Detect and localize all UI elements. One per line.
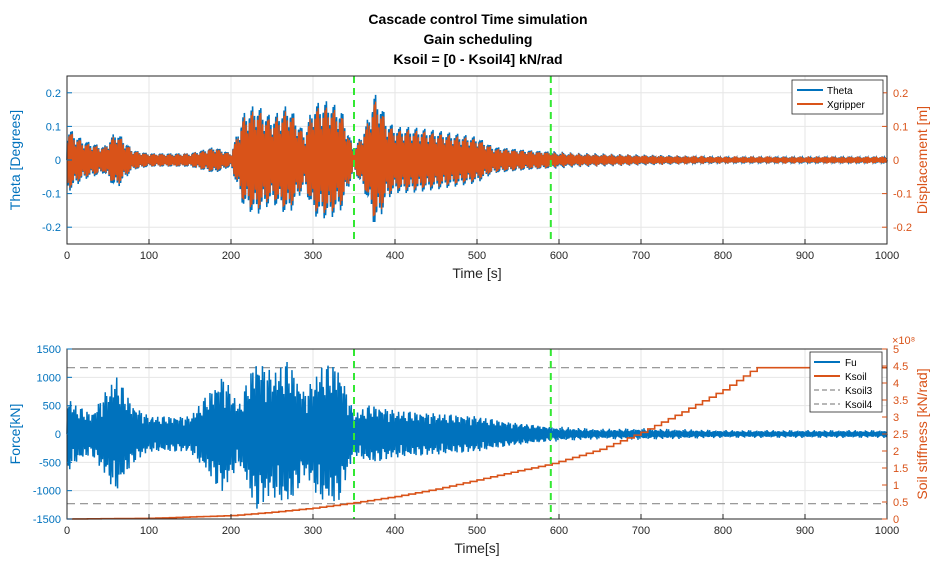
y-tick-label: -500 [39, 457, 61, 469]
series-ksoil-line [67, 366, 887, 520]
legend-label-ksoil3: Ksoil3 [845, 386, 873, 397]
y-right-tick-label: 0 [893, 155, 899, 167]
series-fu-line [66, 362, 888, 509]
top-legend-box [791, 79, 884, 115]
x-tick-label: 600 [550, 525, 568, 537]
chart-title-line-2: Gain scheduling [424, 31, 533, 47]
x-tick-label: 500 [468, 250, 486, 262]
chart-title-line-1: Cascade control Time simulation [368, 11, 587, 27]
y-right-tick-label: -0.2 [893, 222, 912, 234]
x-tick-label: 1000 [875, 525, 899, 537]
bottom-right-axis-exponent: ×10⁸ [892, 335, 915, 347]
top-legend: Theta Xgripper [791, 79, 884, 115]
y-tick-label: 0.2 [46, 88, 61, 100]
y-right-tick-label: 4.5 [893, 361, 908, 373]
legend-label-fu: Fu [845, 358, 857, 369]
x-tick-label: 900 [796, 525, 814, 537]
y-right-tick-label: 0.2 [893, 88, 908, 100]
top-series [66, 94, 888, 223]
x-tick-label: 800 [714, 525, 732, 537]
bottom-x-ticks: 0 100 200 300 400 500 600 700 800 900 1000 [64, 514, 899, 537]
bottom-legend-box [809, 351, 883, 413]
y-right-tick-label: 3 [893, 412, 899, 424]
legend-label-ksoil4: Ksoil4 [845, 400, 873, 411]
y-tick-label: 0.1 [46, 121, 61, 133]
top-plot: 0 100 200 300 400 500 600 700 800 900 1000 -0.2-0.… [7, 75, 930, 281]
bottom-series [66, 362, 888, 520]
x-tick-label: 100 [140, 250, 158, 262]
chart-title-line-3: Ksoil = [0 - Ksoil4] kN/rad [393, 51, 562, 67]
bottom-reference-lines [67, 367, 887, 505]
x-tick-label: 200 [222, 525, 240, 537]
bottom-plot: 0 100 200 300 400 500 600 700 800 900 1000 -1500-1… [7, 335, 930, 556]
y-tick-label: -1000 [33, 486, 61, 498]
top-y-ticks-right: -0.2 -0.1 0 0.1 0.2 [882, 88, 912, 234]
y-tick-label: -1500 [33, 514, 61, 526]
bottom-x-axis-label: Time[s] [454, 540, 499, 556]
y-tick-label: -0.2 [42, 222, 61, 234]
y-right-tick-label: 4 [893, 378, 899, 390]
y-right-tick-label: 0.1 [893, 121, 908, 133]
top-vlines [353, 76, 552, 244]
y-right-tick-label: 5 [893, 344, 899, 356]
x-tick-label: 300 [304, 250, 322, 262]
y-tick-label: -0.1 [42, 189, 61, 201]
y-tick-label: 1000 [37, 372, 61, 384]
x-tick-label: 500 [468, 525, 486, 537]
x-tick-label: 300 [304, 525, 322, 537]
y-right-tick-label: 0 [893, 514, 899, 526]
series-xgripper-line [66, 101, 888, 217]
top-x-axis-label: Time [s] [452, 265, 501, 281]
bottom-y-axis-label-right: Soil stiffness [kN/rad] [914, 368, 930, 499]
x-tick-label: 700 [632, 525, 650, 537]
x-tick-label: 900 [796, 250, 814, 262]
x-tick-label: 0 [64, 525, 70, 537]
y-right-tick-label: 0.5 [893, 497, 908, 509]
x-tick-label: 100 [140, 525, 158, 537]
y-tick-label: 1500 [37, 344, 61, 356]
y-right-tick-label: 3.5 [893, 395, 908, 407]
x-tick-label: 0 [64, 250, 70, 262]
x-tick-label: 400 [386, 250, 404, 262]
top-y-axis-label-right: Displacement [m] [914, 106, 930, 214]
legend-label-theta: Theta [827, 86, 853, 97]
y-right-tick-label: 1 [893, 480, 899, 492]
bottom-legend: Fu Ksoil Ksoil3 Ksoil4 [809, 351, 883, 413]
y-tick-label: 0 [55, 155, 61, 167]
top-y-ticks: -0.2 -0.1 0 0.1 0.2 [42, 88, 72, 234]
top-y-axis-label: Theta [Degrees] [7, 110, 23, 210]
legend-label-ksoil: Ksoil [845, 372, 867, 383]
x-tick-label: 400 [386, 525, 404, 537]
x-tick-label: 200 [222, 250, 240, 262]
x-tick-label: 700 [632, 250, 650, 262]
bottom-vlines [353, 349, 552, 519]
top-x-ticks: 0 100 200 300 400 500 600 700 800 900 1000 [64, 239, 899, 262]
bottom-y-ticks-right: 0 0.5 1 1.5 2 2.5 3 3.5 4 4.5 5 [882, 344, 908, 526]
y-right-tick-label: 2.5 [893, 429, 908, 441]
y-right-tick-label: 1.5 [893, 463, 908, 475]
bottom-y-axis-label: Force[kN] [7, 404, 23, 465]
legend-label-xgripper: Xgripper [827, 100, 865, 111]
y-tick-label: 0 [55, 429, 61, 441]
y-tick-label: 500 [43, 401, 61, 413]
x-tick-label: 1000 [875, 250, 899, 262]
y-right-tick-label: 2 [893, 446, 899, 458]
y-right-tick-label: -0.1 [893, 189, 912, 201]
x-tick-label: 800 [714, 250, 732, 262]
bottom-y-ticks: -1500 -1000 -500 0 500 1000 1500 [33, 344, 72, 526]
x-tick-label: 600 [550, 250, 568, 262]
